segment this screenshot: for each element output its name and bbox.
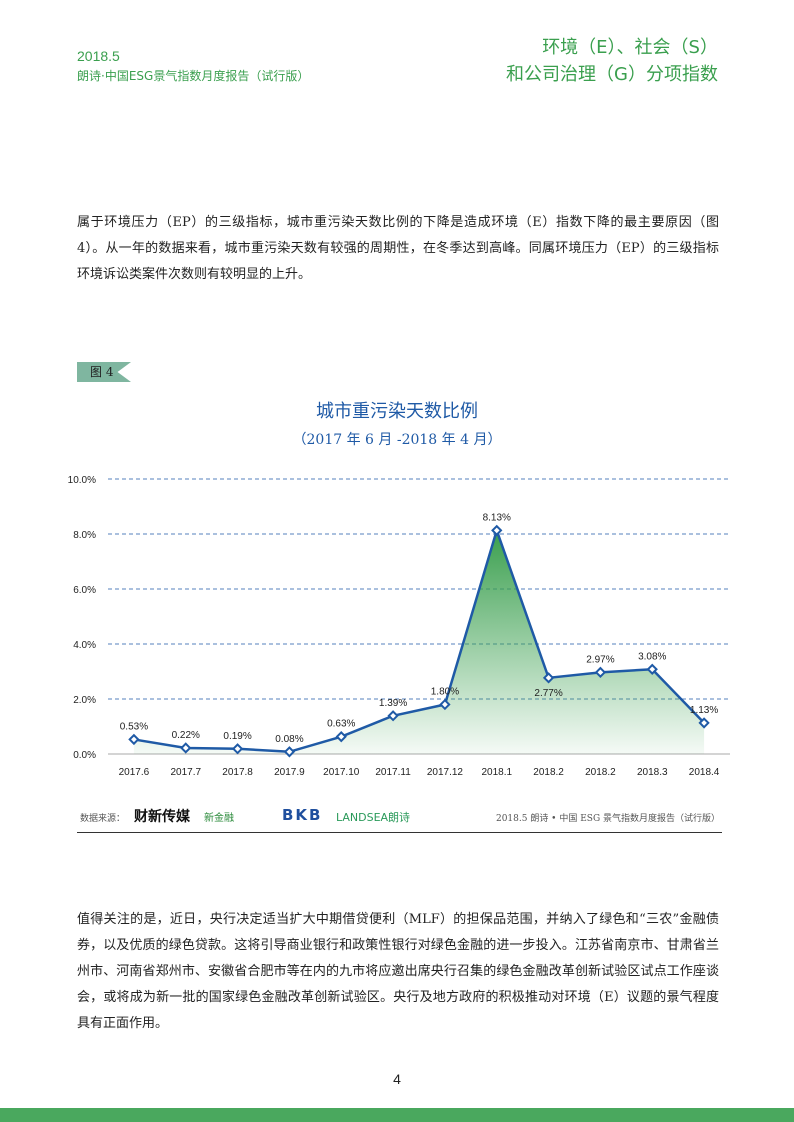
x-tick-label: 2018.4 <box>689 767 720 778</box>
source-label: 数据来源： <box>80 814 126 824</box>
page-number: 4 <box>393 1071 401 1087</box>
logo: BKB <box>282 806 323 824</box>
x-tick-label: 2018.1 <box>481 767 512 778</box>
paragraph: 值得关注的是，近日，央行决定适当扩大中期借贷便利（MLF）的担保品范围，并纳入了… <box>77 912 719 1031</box>
data-label: 0.22% <box>172 730 200 741</box>
y-tick-label: 0.0% <box>73 750 96 761</box>
data-label: 3.08% <box>638 651 666 662</box>
data-label: 0.53% <box>120 721 148 732</box>
y-tick-label: 6.0% <box>73 585 96 596</box>
y-tick-label: 2.0% <box>73 695 96 706</box>
marker <box>542 672 555 684</box>
header-section: 环境（E）、社会（S） <box>542 37 718 58</box>
x-tick-label: 2017.8 <box>222 767 253 778</box>
x-tick-label: 2018.2 <box>533 767 564 778</box>
footer-report: 2018.5 朗诗 • 中国 ESG 景气指数月度报告（试行版） <box>495 814 720 824</box>
chart: 0.0% 2.0% 4.0% 6.0% 8.0% 10.0% 2017.6 2017.7 201… <box>68 475 730 778</box>
x-tick-label: 2017.11 <box>375 767 411 778</box>
marker <box>698 717 710 729</box>
x-tick-label: 2017.6 <box>119 767 150 778</box>
logo: 新金融 <box>204 813 234 824</box>
marker <box>128 733 140 746</box>
marker <box>231 743 244 755</box>
area <box>133 530 705 754</box>
figure-tag <box>77 362 131 382</box>
data-label: 1.13% <box>690 705 718 716</box>
data-label: 0.08% <box>275 734 303 745</box>
x-tick-label: 2017.10 <box>323 767 360 778</box>
y-tick-label: 10.0% <box>68 475 96 486</box>
marker <box>646 663 658 675</box>
marker <box>387 710 399 722</box>
y-tick-label: 8.0% <box>73 530 96 541</box>
header-section: 和公司治理（G）分项指数 <box>506 64 718 85</box>
header-report: 朗诗·中国ESG景气指数月度报告（试行版） <box>77 69 310 83</box>
marker <box>594 666 607 678</box>
data-label: 2.77% <box>534 688 562 699</box>
paragraph: 属于环境压力（EP）的三级指标，城市重污染天数比例的下降是造成环境（E）指数下降… <box>77 215 719 282</box>
marker <box>491 524 503 537</box>
x-tick-label: 2017.12 <box>427 767 464 778</box>
line <box>133 526 705 754</box>
x-tick-label: 2018.3 <box>637 767 668 778</box>
y-tick-label: 4.0% <box>73 640 96 651</box>
marker <box>335 731 347 743</box>
figure-label: 图 4 <box>90 365 114 379</box>
data-label: 8.13% <box>483 512 511 523</box>
chart-title: 城市重污染天数比例 <box>316 401 478 422</box>
marker <box>439 698 451 711</box>
data-label: 0.19% <box>223 731 251 742</box>
footer-rule <box>77 832 722 833</box>
x-tick-label: 2018.2 <box>585 767 616 778</box>
data-label: 0.63% <box>327 719 355 730</box>
x-tick-label: 2017.7 <box>170 767 201 778</box>
x-tick-label: 2017.9 <box>274 767 305 778</box>
data-label: 1.39% <box>379 698 407 709</box>
data-label: 2.97% <box>586 654 614 665</box>
bottom-bar <box>0 1108 794 1122</box>
data-label: 1.80% <box>431 687 459 698</box>
chart-subtitle: （2017 年 6 月 -2018 年 4 月） <box>292 432 502 448</box>
logo: 财新传媒 <box>134 809 190 825</box>
marker <box>180 742 192 754</box>
marker <box>283 746 296 758</box>
logo: LANDSEA朗诗 <box>336 811 411 824</box>
header-date: 2018.5 <box>77 48 120 64</box>
